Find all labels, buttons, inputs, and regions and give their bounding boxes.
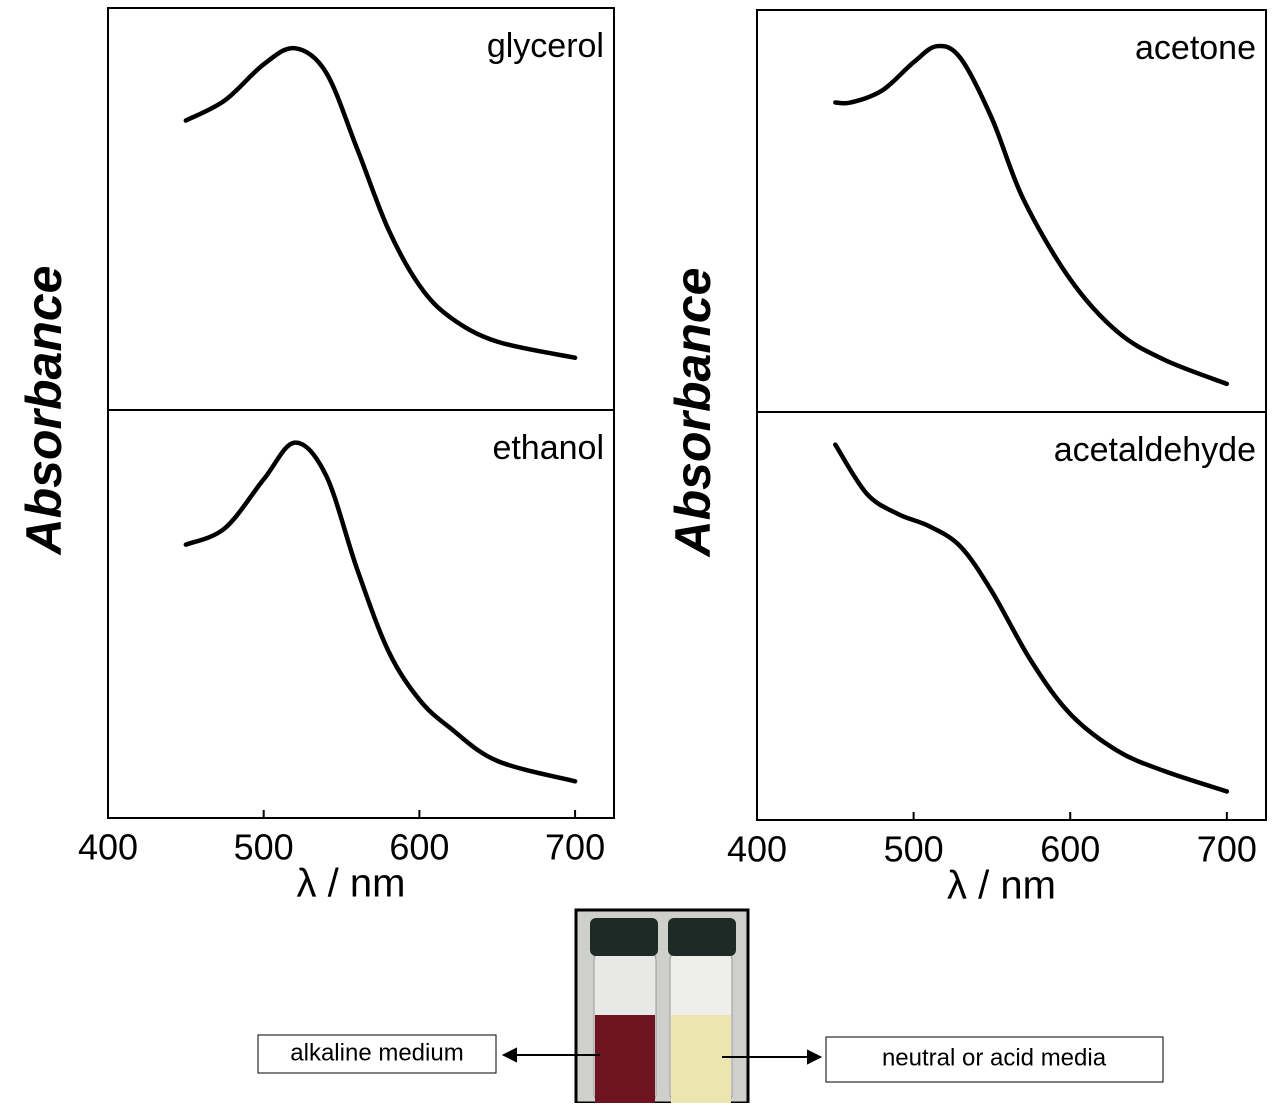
plot-frame <box>756 9 1267 413</box>
plot-frame <box>756 411 1267 821</box>
x-tick-label: 500 <box>884 829 944 870</box>
y-axis-label: Absorbance <box>665 268 721 559</box>
panel-label: acetone <box>1135 29 1256 67</box>
panel-label: ethanol <box>492 429 604 467</box>
label-box <box>825 1036 1164 1083</box>
panel-label: acetaldehyde <box>1054 431 1256 469</box>
spectrum-line <box>833 442 1230 794</box>
plot-frame <box>107 409 615 819</box>
photo-label: neutral or acid media <box>882 1044 1107 1071</box>
x-tick-label: 600 <box>389 827 449 868</box>
arrows <box>501 1047 823 1065</box>
x-axis-label: λ / nm <box>947 864 1056 908</box>
x-tick-label: 700 <box>1197 829 1257 870</box>
x-tick-label: 600 <box>1040 829 1100 870</box>
x-tick-label: 400 <box>78 827 138 868</box>
spectrum-line <box>183 440 578 784</box>
x-axis-label: λ / nm <box>297 862 406 906</box>
x-tick-label: 700 <box>545 827 605 868</box>
photo <box>574 908 750 1105</box>
spectrum-line <box>833 43 1230 387</box>
panel-label: glycerol <box>487 27 604 65</box>
photo-label: alkaline medium <box>290 1039 463 1066</box>
y-axis-label: Absorbance <box>16 266 72 557</box>
label-box <box>257 1034 497 1074</box>
spectrum-line <box>183 45 578 360</box>
x-tick-label: 500 <box>234 827 294 868</box>
x-tick-label: 400 <box>727 829 787 870</box>
